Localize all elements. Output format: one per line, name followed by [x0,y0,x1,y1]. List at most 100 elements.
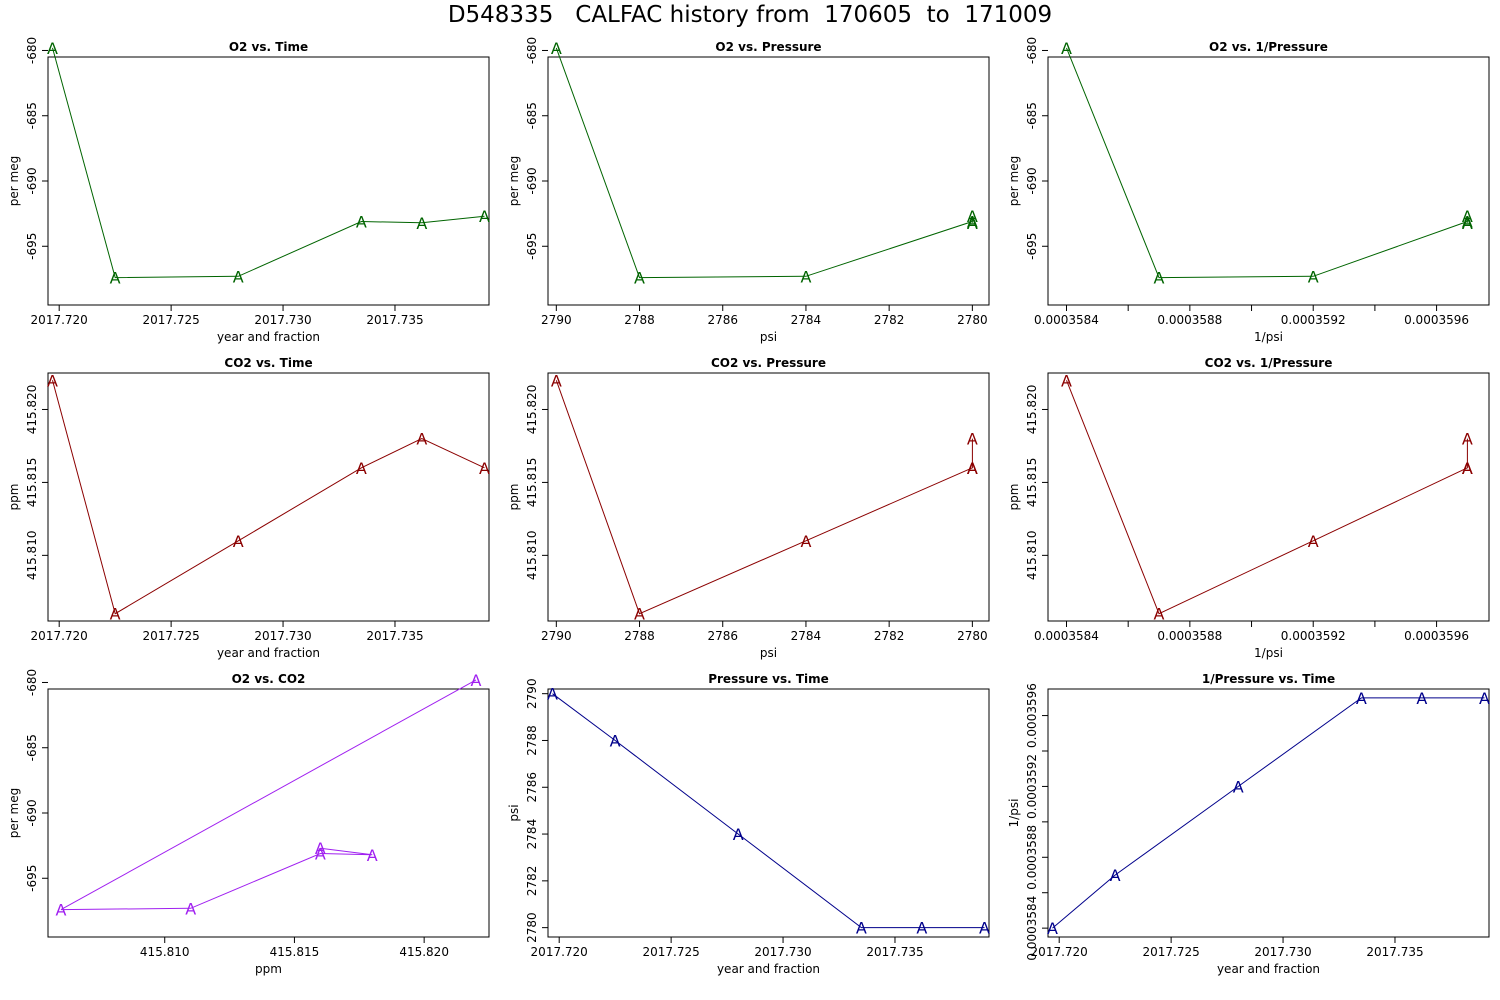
x-tick-label: 0.0003592 [1281,629,1346,643]
x-tick-label: 2017.725 [1142,945,1199,959]
x-tick-label: 2017.730 [754,945,811,959]
data-point-marker: A [916,919,927,938]
y-tick-label: 2788 [525,725,539,756]
x-tick-label: 415.815 [270,945,320,959]
y-tick-label: -690 [25,167,39,194]
page-title: D548335 CALFAC history from 170605 to 17… [447,2,1053,28]
series-line [52,380,485,615]
data-point-marker: A [416,430,427,449]
plot-frame [1047,372,1490,622]
y-tick-label: 2784 [525,819,539,850]
data-point-marker: A [800,267,811,286]
y-tick-label: -695 [525,233,539,260]
x-tick-label: 2017.725 [142,313,199,327]
y-tick-label: -680 [525,37,539,64]
data-point-marker: A [356,212,367,231]
data-point-marker: A [1462,459,1473,478]
x-tick-label: 0.0003592 [1281,313,1346,327]
y-tick-label: 2782 [525,866,539,897]
series-line [60,679,477,911]
data-point-marker: A [967,459,978,478]
y-axis-label: per meg [7,156,21,206]
series-line [1066,47,1468,279]
x-axis-label: year and fraction [217,646,320,660]
x-axis-label: ppm [255,962,282,976]
data-point-marker: A [1462,214,1473,233]
x-axis-label: year and fraction [217,330,320,344]
plot-frame [1047,688,1490,938]
y-tick-label: 415.810 [25,531,39,581]
y-tick-label: -695 [1025,233,1039,260]
y-tick-label: 0.0003588 [1025,825,1039,890]
chart-title: O2 vs. Pressure [715,40,821,54]
x-tick-label: 2017.735 [366,629,423,643]
x-tick-label: 2782 [874,629,905,643]
x-tick-label: 0.0003596 [1404,629,1469,643]
y-axis-label: ppm [507,484,521,511]
data-point-marker: A [1462,212,1473,231]
x-tick-label: 2017.730 [1254,945,1311,959]
data-point-marker: A [1233,777,1244,796]
x-tick-label: 2017.725 [142,629,199,643]
x-axis-label: year and fraction [717,962,820,976]
y-tick-label: -685 [525,102,539,129]
data-point-marker: A [634,605,645,624]
data-point-marker: A [479,207,490,226]
data-point-marker: A [1061,39,1072,58]
y-tick-label: -680 [1025,37,1039,64]
x-tick-label: 0.0003596 [1404,313,1469,327]
chart-title: Pressure vs. Time [708,672,829,686]
plot-frame [47,372,490,622]
data-point-marker: A [479,459,490,478]
series-line [52,47,485,279]
chart-title: O2 vs. CO2 [232,672,306,686]
x-tick-label: 2017.735 [1366,945,1423,959]
series-line [1052,697,1485,929]
x-tick-label: 0.0003588 [1157,313,1222,327]
data-point-marker: A [1356,689,1367,708]
data-point-marker: A [800,532,811,551]
x-axis-label: 1/psi [1254,646,1283,660]
data-point-marker: A [547,685,558,704]
data-point-marker: A [356,459,367,478]
data-point-marker: A [367,846,378,865]
y-axis-label: ppm [1007,484,1021,511]
x-tick-label: 0.0003584 [1034,313,1099,327]
x-axis-label: psi [760,646,777,660]
y-axis-label: ppm [7,484,21,511]
chart-panel-6: CO2 vs. 1/Pressure 0.0003584 0.0003588 0.00… [1007,356,1490,660]
y-tick-label: -690 [525,167,539,194]
plot-frame [547,56,990,306]
chart-panel-9: 1/Pressure vs. Time 2017.720 2017.725 2017.… [1007,672,1490,976]
x-tick-label: 2784 [791,313,822,327]
y-tick-label: 415.820 [525,385,539,435]
data-point-marker: A [1462,430,1473,449]
x-tick-label: 0.0003584 [1034,629,1099,643]
chart-title: O2 vs. 1/Pressure [1209,40,1328,54]
y-tick-label: 415.810 [525,531,539,581]
y-axis-label: per meg [507,156,521,206]
data-point-marker: A [1308,532,1319,551]
x-axis-label: psi [760,330,777,344]
y-tick-label: -680 [25,669,39,696]
y-axis-label: per meg [7,788,21,838]
plot-frame [47,688,490,938]
data-point-marker: A [1462,459,1473,478]
series-line [555,47,973,279]
x-tick-label: 0.0003588 [1157,629,1222,643]
x-tick-label: 2017.720 [531,945,588,959]
data-point-marker: A [1416,689,1427,708]
data-point-marker: A [315,839,326,858]
y-tick-label: -685 [25,734,39,761]
y-tick-label: 415.815 [525,458,539,508]
data-point-marker: A [1154,269,1165,288]
y-tick-label: 415.820 [1025,385,1039,435]
data-point-marker: A [55,901,66,920]
data-point-marker: A [1479,689,1490,708]
x-tick-label: 2017.730 [254,313,311,327]
data-point-marker: A [967,212,978,231]
x-tick-label: 2788 [624,313,655,327]
chart-panel-2: O2 vs. Pressure 2790 2788 2786 2784 2782 2780 -… [507,37,990,344]
chart-title: 1/Pressure vs. Time [1202,672,1335,686]
